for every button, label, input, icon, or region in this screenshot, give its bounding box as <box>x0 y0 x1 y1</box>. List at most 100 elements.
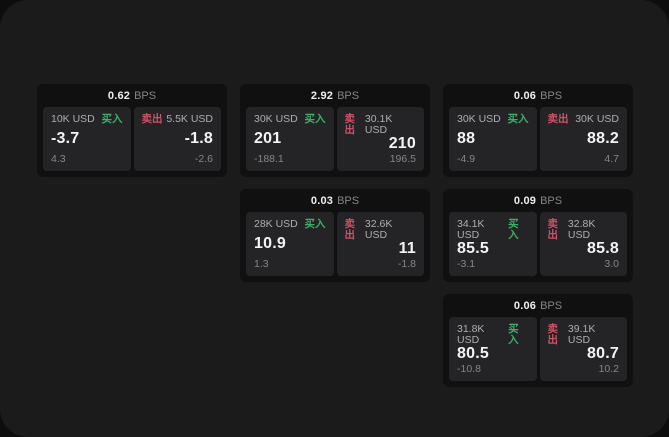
buy-tile[interactable]: 30K USD 买入 88 -4.9 <box>449 107 537 171</box>
sell-amount-label: 32.6K USD <box>364 218 393 241</box>
sell-price: 88.2 <box>587 130 619 147</box>
sell-sub-value: 3.0 <box>604 257 619 270</box>
buy-tile[interactable]: 28K USD 买入 10.9 1.3 <box>246 212 334 276</box>
bps-header: 0.03 BPS <box>240 189 430 212</box>
buy-tile[interactable]: 31.8K USD 买入 80.5 -10.8 <box>449 317 537 381</box>
sell-tile-header: 卖出 30.1K USD <box>345 114 417 135</box>
buy-side-label: 买入 <box>508 218 519 241</box>
quote-tiles: 28K USD 买入 10.9 1.3 卖出 32.6K USD 11 -1.8 <box>246 212 424 276</box>
sell-side-label: 卖出 <box>141 113 163 125</box>
buy-price: -3.7 <box>51 130 80 147</box>
sell-tile-header: 卖出 30K USD <box>548 114 620 125</box>
sell-price: 85.8 <box>587 240 619 258</box>
buy-tile[interactable]: 30K USD 买入 201 -188.1 <box>246 107 334 171</box>
buy-side-label: 买入 <box>508 323 519 346</box>
quote-card-3: 0.03 BPS 28K USD 买入 10.9 1.3 卖出 32.6K US… <box>240 189 430 282</box>
sell-tile[interactable]: 卖出 30.1K USD 210 196.5 <box>336 107 424 171</box>
sell-sub-value: 196.5 <box>389 152 416 165</box>
buy-sub-value: -3.1 <box>457 257 476 270</box>
sell-side-label: 卖出 <box>547 113 569 125</box>
sell-sub-value: -2.6 <box>194 152 213 165</box>
sell-amount-label: 32.8K USD <box>567 218 596 241</box>
sell-amount-label: 30.1K USD <box>364 113 393 136</box>
quote-card-4: 0.09 BPS 34.1K USD 买入 85.5 -3.1 卖出 32.8K… <box>443 189 633 282</box>
bps-header: 0.62 BPS <box>37 84 227 107</box>
sell-sub-value: 4.7 <box>604 152 619 165</box>
bps-unit-label: BPS <box>540 299 563 312</box>
buy-price: 10.9 <box>254 235 286 252</box>
sell-tile-header: 卖出 5.5K USD <box>142 114 214 125</box>
bps-unit-label: BPS <box>540 89 563 102</box>
buy-amount-label: 34.1K USD <box>457 218 485 241</box>
buy-amount-label: 28K USD <box>254 218 298 230</box>
quote-card-1: 2.92 BPS 30K USD 买入 201 -188.1 卖出 30.1K … <box>240 84 430 177</box>
bps-unit-label: BPS <box>337 194 360 207</box>
buy-side-label: 买入 <box>304 218 326 230</box>
bps-header: 2.92 BPS <box>240 84 430 107</box>
sell-sub-value: -1.8 <box>397 257 416 270</box>
buy-tile-header: 30K USD 买入 <box>254 114 326 125</box>
buy-amount-label: 31.8K USD <box>457 323 485 346</box>
buy-sub-value: 4.3 <box>51 152 66 165</box>
bps-value: 2.92 <box>310 89 334 102</box>
sell-amount-label: 30K USD <box>575 113 619 125</box>
bps-unit-label: BPS <box>540 194 563 207</box>
sell-amount-label: 5.5K USD <box>166 113 213 125</box>
bps-value: 0.06 <box>513 299 537 312</box>
sell-tile-header: 卖出 32.8K USD <box>548 219 620 240</box>
buy-sub-value: -4.9 <box>457 152 476 165</box>
bps-value: 0.09 <box>513 194 537 207</box>
sell-tile[interactable]: 卖出 32.8K USD 85.8 3.0 <box>539 212 627 276</box>
bps-unit-label: BPS <box>134 89 157 102</box>
bps-value: 0.62 <box>107 89 131 102</box>
quote-card-2: 0.06 BPS 30K USD 买入 88 -4.9 卖出 30K USD 8… <box>443 84 633 177</box>
buy-price: 201 <box>254 130 282 147</box>
buy-sub-value: -10.8 <box>457 362 481 375</box>
sell-side-label: 卖出 <box>547 323 559 346</box>
sell-side-label: 卖出 <box>547 218 559 241</box>
buy-amount-label: 30K USD <box>457 113 501 125</box>
quote-card-0: 0.62 BPS 10K USD 买入 -3.7 4.3 卖出 5.5K USD… <box>37 84 227 177</box>
bps-value: 0.06 <box>513 89 537 102</box>
quote-tiles: 10K USD 买入 -3.7 4.3 卖出 5.5K USD -1.8 -2.… <box>43 107 221 171</box>
buy-sub-value: -188.1 <box>254 152 284 165</box>
sell-side-label: 卖出 <box>344 113 356 136</box>
bps-header: 0.06 BPS <box>443 84 633 107</box>
sell-price: 11 <box>398 240 416 258</box>
buy-price: 80.5 <box>457 345 489 363</box>
bps-header: 0.09 BPS <box>443 189 633 212</box>
buy-tile-header: 30K USD 买入 <box>457 114 529 125</box>
quote-tiles: 34.1K USD 买入 85.5 -3.1 卖出 32.8K USD 85.8… <box>449 212 627 276</box>
sell-side-label: 卖出 <box>344 218 356 241</box>
quote-tiles: 30K USD 买入 88 -4.9 卖出 30K USD 88.2 4.7 <box>449 107 627 171</box>
bps-unit-label: BPS <box>337 89 360 102</box>
sell-tile[interactable]: 卖出 39.1K USD 80.7 10.2 <box>539 317 627 381</box>
quote-tiles: 31.8K USD 买入 80.5 -10.8 卖出 39.1K USD 80.… <box>449 317 627 381</box>
buy-tile[interactable]: 10K USD 买入 -3.7 4.3 <box>43 107 131 171</box>
bps-header: 0.06 BPS <box>443 294 633 317</box>
quote-card-5: 0.06 BPS 31.8K USD 买入 80.5 -10.8 卖出 39.1… <box>443 294 633 387</box>
buy-tile-header: 31.8K USD 买入 <box>457 324 529 345</box>
sell-sub-value: 10.2 <box>598 362 619 375</box>
buy-tile-header: 28K USD 买入 <box>254 219 326 230</box>
sell-price: -1.8 <box>184 130 213 147</box>
buy-side-label: 买入 <box>507 113 529 125</box>
buy-sub-value: 1.3 <box>254 257 269 270</box>
sell-price: 80.7 <box>587 345 619 363</box>
sell-tile-header: 卖出 39.1K USD <box>548 324 620 345</box>
sell-amount-label: 39.1K USD <box>567 323 596 346</box>
sell-price: 210 <box>388 135 416 153</box>
buy-side-label: 买入 <box>101 113 123 125</box>
buy-price: 88 <box>457 130 476 147</box>
sell-tile[interactable]: 卖出 32.6K USD 11 -1.8 <box>336 212 424 276</box>
buy-tile[interactable]: 34.1K USD 买入 85.5 -3.1 <box>449 212 537 276</box>
buy-side-label: 买入 <box>304 113 326 125</box>
buy-amount-label: 30K USD <box>254 113 298 125</box>
sell-tile[interactable]: 卖出 30K USD 88.2 4.7 <box>539 107 627 171</box>
buy-price: 85.5 <box>457 240 489 258</box>
sell-tile[interactable]: 卖出 5.5K USD -1.8 -2.6 <box>133 107 221 171</box>
bps-value: 0.03 <box>310 194 334 207</box>
buy-amount-label: 10K USD <box>51 113 95 125</box>
buy-tile-header: 34.1K USD 买入 <box>457 219 529 240</box>
